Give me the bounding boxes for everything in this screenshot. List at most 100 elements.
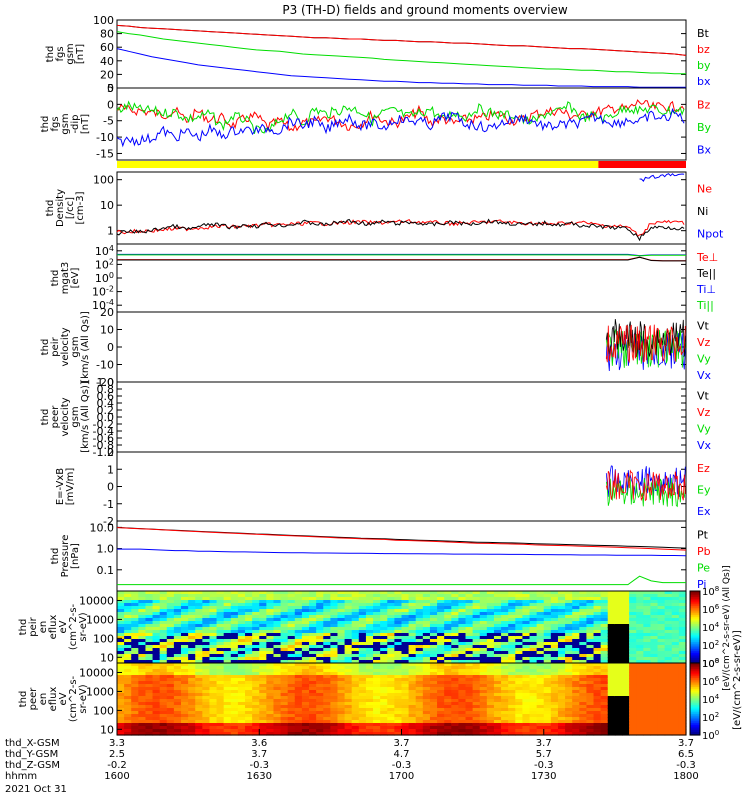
spectrogram-cell	[209, 708, 218, 712]
spectrogram-cell	[394, 621, 403, 625]
spectrogram-cell	[394, 618, 403, 622]
spectrogram-cell	[138, 696, 147, 700]
spectrogram-cell	[508, 705, 516, 709]
spectrogram-cell	[614, 603, 623, 607]
spectrogram-cell	[415, 687, 424, 691]
spectrogram-cell	[664, 600, 673, 604]
spectrogram-cell	[536, 723, 545, 727]
spectrogram-cell	[621, 636, 630, 640]
spectrogram-cell	[650, 606, 659, 610]
spectrogram-cell	[138, 591, 147, 595]
spectrogram-cell	[365, 609, 374, 613]
spectrogram-cell	[565, 660, 573, 664]
spectrogram-cell	[166, 669, 175, 673]
spectrogram-cell	[565, 699, 573, 703]
spectrogram-cell	[188, 639, 196, 643]
spectrogram-cell	[309, 711, 317, 715]
spectrogram-cell	[309, 669, 317, 673]
spectrogram-cell	[309, 603, 317, 607]
spectrogram-cell	[579, 666, 588, 670]
spectrogram-cell	[636, 654, 644, 658]
spectrogram-cell	[188, 621, 196, 625]
spectrogram-cell	[145, 702, 154, 706]
spectrogram-cell	[643, 663, 652, 667]
spectrogram-cell	[472, 705, 481, 709]
spectrogram-cell	[195, 609, 203, 613]
spectrogram-cell	[536, 651, 545, 655]
spectrogram-cell	[294, 612, 303, 616]
spectrogram-cell	[181, 732, 189, 736]
spectrogram-cell	[344, 684, 353, 688]
spectrogram-cell	[536, 726, 545, 730]
spectrogram-cell	[451, 609, 459, 613]
ytick-label-efield: 0	[107, 481, 114, 494]
spectrogram-cell	[472, 663, 481, 667]
spectrogram-cell	[181, 657, 189, 661]
spectrogram-cell	[138, 645, 147, 649]
spectrogram-cell	[145, 615, 154, 619]
legend-label-efield-1: Ey	[697, 484, 711, 497]
spectrogram-cell	[209, 693, 218, 697]
spectrogram-cell	[117, 729, 125, 733]
spectrogram-cell	[287, 675, 296, 679]
spectrogram-cell	[600, 729, 609, 733]
ylabel-pressure: thd	[50, 548, 61, 565]
spectrogram-cell	[209, 651, 218, 655]
spectrogram-cell	[152, 693, 161, 697]
spectrogram-cell	[138, 705, 147, 709]
spectrogram-cell	[309, 684, 317, 688]
spectrogram-cell	[636, 633, 644, 637]
spectrogram-cell	[323, 729, 331, 733]
spectrogram-cell	[415, 612, 424, 616]
spectrogram-cell	[621, 609, 630, 613]
spectrogram-cell	[330, 669, 339, 673]
legend-label-pressure-1: Pb	[697, 545, 711, 558]
spectrogram-cell	[415, 624, 424, 628]
spectrogram-cell	[550, 696, 559, 700]
spectrogram-cell	[316, 624, 324, 628]
spectrogram-cell	[337, 669, 346, 673]
spectrogram-cell	[131, 603, 139, 607]
spectrogram-cell	[294, 603, 303, 607]
spectrogram-cell	[344, 702, 353, 706]
spectrogram-cell	[629, 630, 637, 634]
spectrogram-cell	[181, 615, 189, 619]
ylabel-peir_vel: peir	[50, 336, 61, 356]
spectrogram-cell	[337, 612, 346, 616]
spectrogram-cell	[152, 654, 161, 658]
spectrogram-cell	[337, 630, 346, 634]
spectrogram-cell	[330, 645, 339, 649]
spectrogram-cell	[629, 699, 637, 703]
spectrogram-cell	[159, 723, 168, 727]
spectrogram-cell	[600, 660, 609, 664]
spectrogram-cell	[237, 645, 246, 649]
spectrogram-cell	[138, 681, 147, 685]
spectrogram-cell	[166, 633, 175, 637]
spectrogram-cell	[543, 624, 552, 628]
spectrogram-cell	[543, 663, 552, 667]
spectrogram-cell	[145, 600, 154, 604]
spectrogram-cell	[152, 708, 161, 712]
spectrogram-cell	[614, 615, 623, 619]
spectrogram-cell	[344, 648, 353, 652]
spectrogram-cell	[557, 648, 566, 652]
spectrogram-cell	[301, 615, 310, 619]
spectrogram-cell	[323, 672, 331, 676]
spectrogram-cell	[131, 651, 139, 655]
spectrogram-cell	[515, 621, 524, 625]
spectrogram-cell	[437, 630, 445, 634]
spectrogram-cell	[614, 726, 623, 730]
spectrogram-cell	[643, 639, 652, 643]
spectrogram-cell	[408, 603, 417, 607]
spectrogram-cell	[444, 648, 452, 652]
spectrogram-cell	[643, 669, 652, 673]
spectrogram-cell	[536, 705, 545, 709]
spectrogram-cell	[458, 633, 467, 637]
spectrogram-cell	[600, 594, 609, 598]
spectrogram-cell	[678, 711, 687, 715]
spectrogram-cell	[408, 597, 417, 601]
spectrogram-cell	[550, 714, 559, 718]
spectrogram-cell	[429, 645, 438, 649]
spectrogram-cell	[408, 600, 417, 604]
spectrogram-cell	[173, 681, 182, 685]
